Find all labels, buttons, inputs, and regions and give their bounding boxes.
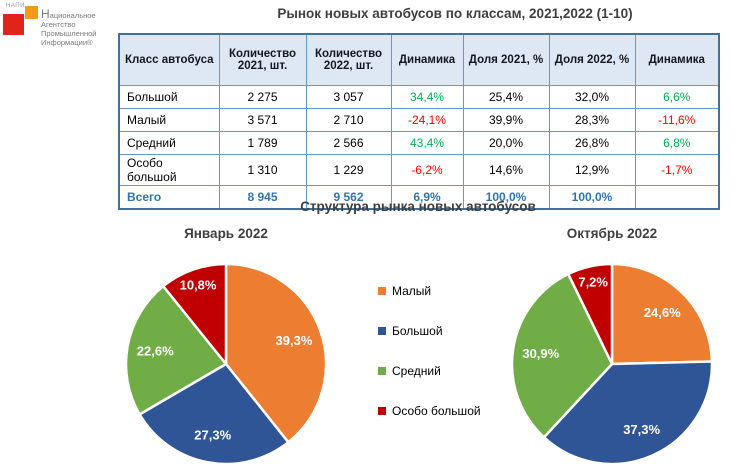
table-header-cell: Динамика bbox=[634, 33, 720, 86]
charts-section-title: Структура рынка новых автобусов bbox=[300, 199, 536, 214]
table-total-row: Всего 8 945 9 562 6,9% 100,0% 100,0% bbox=[118, 185, 720, 210]
logo-text: Национальное Агентство Промышленной Инфо… bbox=[41, 7, 97, 47]
table-row: Особо большой 1 310 1 229 -6,2% 14,6% 12,9% -1… bbox=[118, 154, 720, 186]
pie-title-october: Октябрь 2022 bbox=[566, 226, 658, 241]
pie-slice bbox=[542, 360, 714, 466]
legend-item: Особо большой bbox=[378, 404, 481, 418]
table-row: Большой 2 275 3 057 34,4% 25,4% 32,0% 6,6% bbox=[118, 85, 720, 109]
table-cell-share2021: 100,0% bbox=[462, 185, 550, 210]
legend-marker-icon bbox=[378, 367, 386, 375]
napi-logo: НАПИ Национальное Агентство Промышленной… bbox=[2, 2, 132, 64]
pie-slice bbox=[567, 262, 614, 366]
table-cell-share2021: 39,9% bbox=[462, 108, 550, 132]
bus-market-table: Класс автобуса Количество 2021, шт. Количе… bbox=[118, 33, 720, 210]
table-cell-dyn_share: 6,8% bbox=[634, 131, 720, 155]
pie-value-label: 22,6% bbox=[137, 343, 174, 358]
pie-slice bbox=[124, 284, 228, 416]
logo-text-line: Промышленной bbox=[41, 29, 97, 38]
legend-item: Большой bbox=[378, 324, 481, 338]
table-cell-dyn_share bbox=[634, 185, 720, 210]
table-header-cell: Количество 2022, шт. bbox=[305, 33, 392, 86]
table-cell-dyn_qty: -6,2% bbox=[390, 154, 464, 186]
table: Класс автобуса Количество 2021, шт. Количе… bbox=[118, 33, 720, 210]
logo-acronym: НАПИ bbox=[6, 3, 25, 9]
pie-value-label: 27,3% bbox=[194, 427, 231, 442]
table-cell-qty2022: 3 057 bbox=[305, 85, 392, 109]
table-cell-share2021: 25,4% bbox=[462, 85, 550, 109]
table-cell-dyn_qty: -24,1% bbox=[390, 108, 464, 132]
pie-chart-january: 39,3% 27,3% 22,6% 10,8% bbox=[124, 262, 328, 466]
pie-value-label: 24,6% bbox=[644, 305, 681, 320]
table-cell-class: Малый bbox=[118, 108, 220, 132]
table-cell-qty2021: 1 789 bbox=[218, 131, 307, 155]
table-cell-share2022: 28,3% bbox=[548, 108, 636, 132]
table-cell-class: Особо большой bbox=[118, 154, 220, 186]
legend-item: Малый bbox=[378, 284, 481, 298]
table-header-row: Класс автобуса Количество 2021, шт. Количе… bbox=[118, 33, 720, 86]
table-cell-qty2021: 2 275 bbox=[218, 85, 307, 109]
pie-value-label: 37,3% bbox=[623, 422, 660, 437]
table-cell-share2021: 14,6% bbox=[462, 154, 550, 186]
legend-label: Особо большой bbox=[392, 404, 481, 418]
table-cell-qty2021: 1 310 bbox=[218, 154, 307, 186]
legend-marker-icon bbox=[378, 287, 386, 295]
table-cell-qty2021: 3 571 bbox=[218, 108, 307, 132]
table-row: Средний 1 789 2 566 43,4% 20,0% 26,8% 6,8% bbox=[118, 131, 720, 155]
logo-text-line: Агентство bbox=[41, 20, 76, 29]
legend-marker-icon bbox=[378, 327, 386, 335]
table-cell-share2022: 32,0% bbox=[548, 85, 636, 109]
logo-text-line: Информации® bbox=[41, 38, 93, 47]
table-cell-dyn_qty: 6,9% bbox=[390, 185, 464, 210]
table-cell-share2022: 26,8% bbox=[548, 131, 636, 155]
chart-legend: Малый Большой Средний Особо большой bbox=[378, 284, 481, 418]
logo-red-square-icon bbox=[3, 14, 24, 35]
logo-text-line: Национальное bbox=[41, 7, 96, 21]
table-header-cell: Доля 2022, % bbox=[548, 33, 636, 86]
table-cell-class: Большой bbox=[118, 85, 220, 109]
table-cell-dyn_qty: 43,4% bbox=[390, 131, 464, 155]
pie-slice bbox=[161, 262, 228, 366]
table-cell-qty2022: 2 566 bbox=[305, 131, 392, 155]
pie-title-january: Январь 2022 bbox=[184, 226, 268, 241]
pie-slice bbox=[224, 262, 328, 444]
table-cell-qty2021: 8 945 bbox=[218, 185, 307, 210]
table-cell-dyn_share: -1,7% bbox=[634, 154, 720, 186]
table-cell-dyn_share: -11,6% bbox=[634, 108, 720, 132]
legend-label: Средний bbox=[392, 364, 441, 378]
table-cell-dyn_qty: 34,4% bbox=[390, 85, 464, 109]
legend-marker-icon bbox=[378, 407, 386, 415]
table-cell-dyn_share: 6,6% bbox=[634, 85, 720, 109]
pie-value-label: 30,9% bbox=[522, 346, 559, 361]
pie-value-label: 39,3% bbox=[276, 333, 313, 348]
table-header-cell: Динамика bbox=[390, 33, 464, 86]
pie-value-label: 7,2% bbox=[578, 275, 608, 290]
pie-chart-october: 24,6% 37,3% 30,9% 7,2% bbox=[510, 262, 714, 466]
table-header-cell: Класс автобуса bbox=[118, 33, 220, 86]
table-cell-class: Средний bbox=[118, 131, 220, 155]
page-title: Рынок новых автобусов по классам, 2021,2… bbox=[277, 6, 633, 21]
table-cell-share2022: 100,0% bbox=[548, 185, 636, 210]
pie-value-label: 10,8% bbox=[180, 277, 217, 292]
table-header-cell: Доля 2021, % bbox=[462, 33, 550, 86]
table-cell-qty2022: 2 710 bbox=[305, 108, 392, 132]
table-cell-qty2022: 1 229 bbox=[305, 154, 392, 186]
table-cell-share2022: 12,9% bbox=[548, 154, 636, 186]
table-row: Малый 3 571 2 710 -24,1% 39,9% 28,3% -11,6% bbox=[118, 108, 720, 132]
pie-slice bbox=[610, 262, 714, 366]
table-cell-class: Всего bbox=[118, 185, 220, 210]
legend-label: Большой bbox=[392, 324, 443, 338]
pie-slice bbox=[138, 362, 290, 466]
logo-orange-square-icon bbox=[25, 6, 38, 19]
legend-label: Малый bbox=[392, 284, 432, 298]
table-cell-share2021: 20,0% bbox=[462, 131, 550, 155]
table-header-cell: Количество 2021, шт. bbox=[218, 33, 307, 86]
legend-item: Средний bbox=[378, 364, 481, 378]
